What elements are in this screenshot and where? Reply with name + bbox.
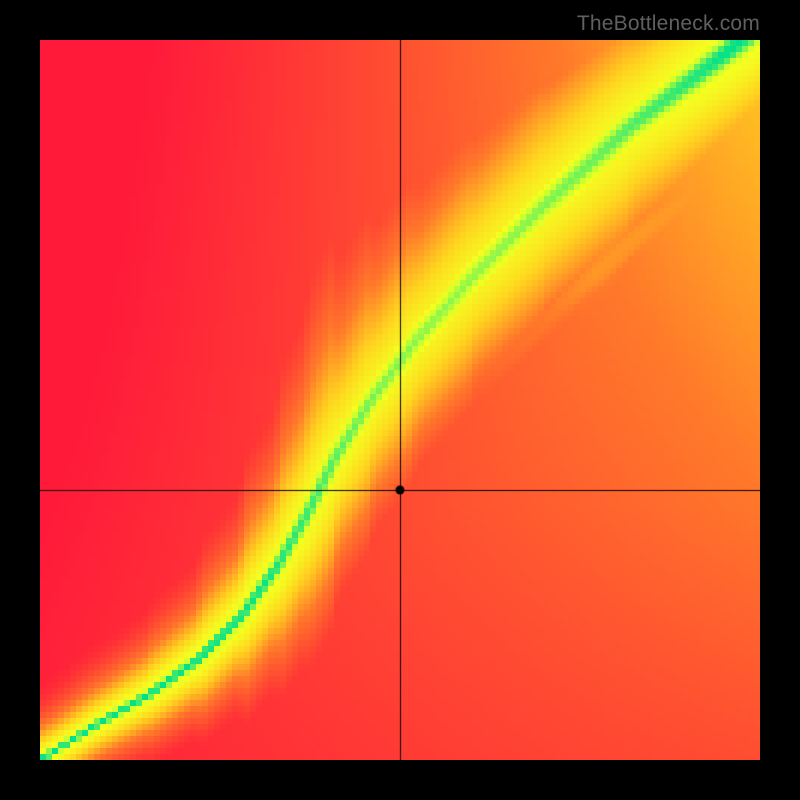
figure-stage: TheBottleneck.com [0, 0, 800, 800]
watermark-text: TheBottleneck.com [577, 12, 760, 36]
crosshair-overlay [40, 40, 760, 760]
